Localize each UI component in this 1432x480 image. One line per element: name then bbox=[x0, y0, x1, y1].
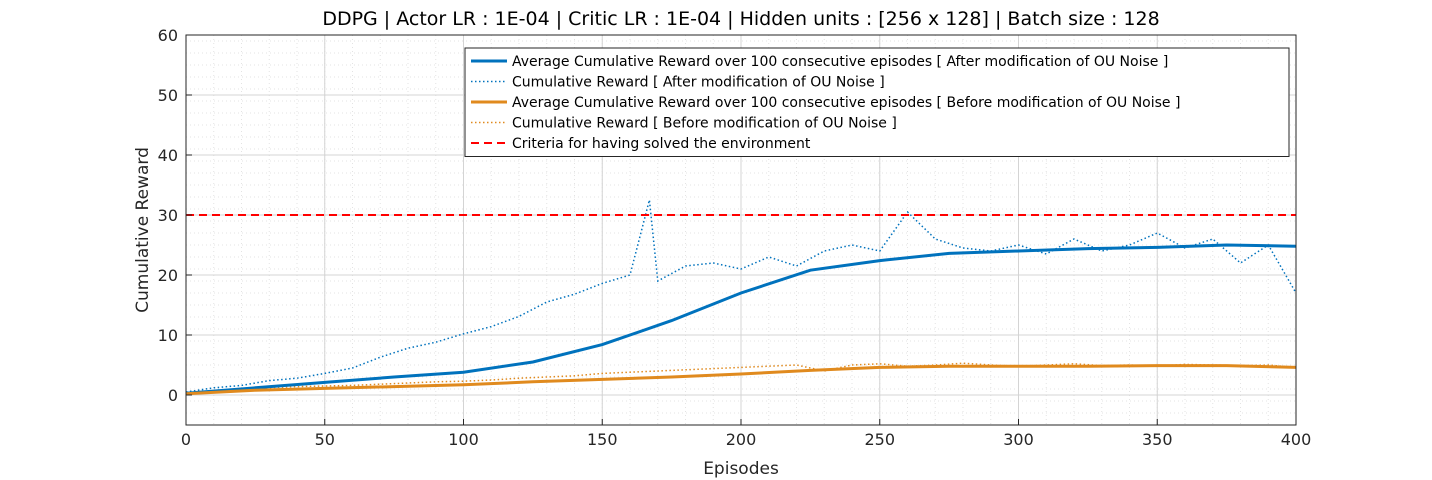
x-tick-label: 300 bbox=[1003, 430, 1034, 449]
series-line-2 bbox=[185, 199, 1297, 393]
y-tick-label: 0 bbox=[168, 386, 178, 405]
series-layer bbox=[185, 199, 1297, 396]
series-line-1 bbox=[185, 243, 1297, 395]
x-tick-label: 250 bbox=[864, 430, 895, 449]
y-ticks: 0 10 20 30 40 50 60 bbox=[158, 26, 192, 405]
x-axis-title: Episodes bbox=[703, 459, 779, 479]
legend-entry: Criteria for having solved the environme… bbox=[512, 136, 811, 152]
legend-entry: Cumulative Reward [ Before modification … bbox=[512, 116, 897, 132]
legend-box bbox=[464, 47, 1290, 157]
legend-entry: Average Cumulative Reward over 100 conse… bbox=[512, 54, 1168, 70]
y-axis-title: Cumulative Reward bbox=[133, 147, 153, 313]
y-tick-label: 40 bbox=[158, 146, 178, 165]
legend-entry: Average Cumulative Reward over 100 conse… bbox=[512, 95, 1180, 111]
y-tick-label: 30 bbox=[158, 206, 178, 225]
legend: Average Cumulative Reward over 100 conse… bbox=[464, 47, 1290, 157]
y-tick-label: 10 bbox=[158, 326, 178, 345]
x-tick-label: 350 bbox=[1142, 430, 1173, 449]
x-tick-label: 50 bbox=[315, 430, 335, 449]
y-tick-label: 50 bbox=[158, 86, 178, 105]
x-tick-label: 0 bbox=[181, 430, 191, 449]
series-line-3 bbox=[185, 364, 1297, 396]
chart-title: DDPG | Actor LR : 1E-04 | Critic LR : 1E… bbox=[322, 8, 1159, 30]
x-tick-label: 200 bbox=[726, 430, 757, 449]
y-tick-label: 60 bbox=[158, 26, 178, 45]
y-tick-label: 20 bbox=[158, 266, 178, 285]
x-tick-label: 100 bbox=[448, 430, 479, 449]
series-line-4 bbox=[185, 362, 1297, 394]
x-tick-label: 400 bbox=[1281, 430, 1312, 449]
legend-entry: Cumulative Reward [ After modification o… bbox=[512, 75, 885, 91]
x-ticks: 0 50 100 150 200 250 300 350 400 bbox=[181, 419, 1311, 449]
x-tick-label: 150 bbox=[587, 430, 618, 449]
